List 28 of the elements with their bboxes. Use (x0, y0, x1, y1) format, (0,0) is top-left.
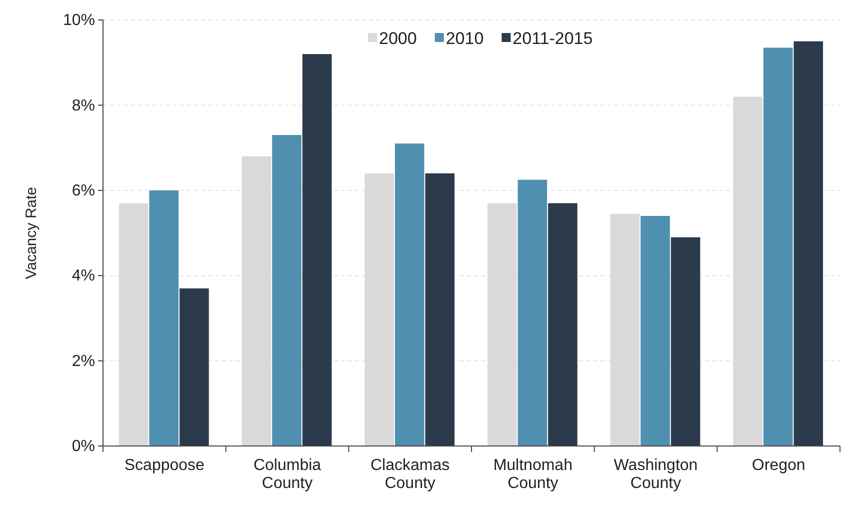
y-tick-label: 8% (72, 97, 95, 114)
legend-label: 2010 (446, 29, 484, 48)
bar (425, 173, 455, 446)
bar (670, 237, 700, 446)
y-axis-title: Vacancy Rate (23, 186, 40, 280)
bar (394, 144, 424, 446)
x-tick-label: Washington County (614, 457, 698, 492)
y-tick-label: 0% (72, 438, 95, 456)
x-tick-label: Multnomah County (493, 457, 572, 492)
bar (180, 288, 209, 446)
bar (272, 135, 302, 446)
x-tick-label: Scappoose (124, 457, 205, 474)
y-tick-label: 6% (72, 182, 95, 200)
bar (763, 48, 793, 446)
y-tick-label: 10% (62, 12, 95, 30)
x-tick-label: Clackamas County (370, 457, 450, 492)
bar (548, 203, 578, 446)
legend-label: 2000 (379, 29, 417, 48)
bar (149, 190, 179, 446)
bar (518, 180, 548, 446)
y-tick-label: 4% (72, 268, 95, 285)
bar (640, 216, 670, 446)
x-tick-label: Columbia County (253, 457, 322, 492)
legend-label: 2011-2015 (512, 29, 593, 48)
bar (302, 54, 332, 446)
bar (794, 41, 824, 446)
x-tick-label: Oregon (752, 457, 806, 474)
y-tick-label: 2% (72, 352, 95, 370)
